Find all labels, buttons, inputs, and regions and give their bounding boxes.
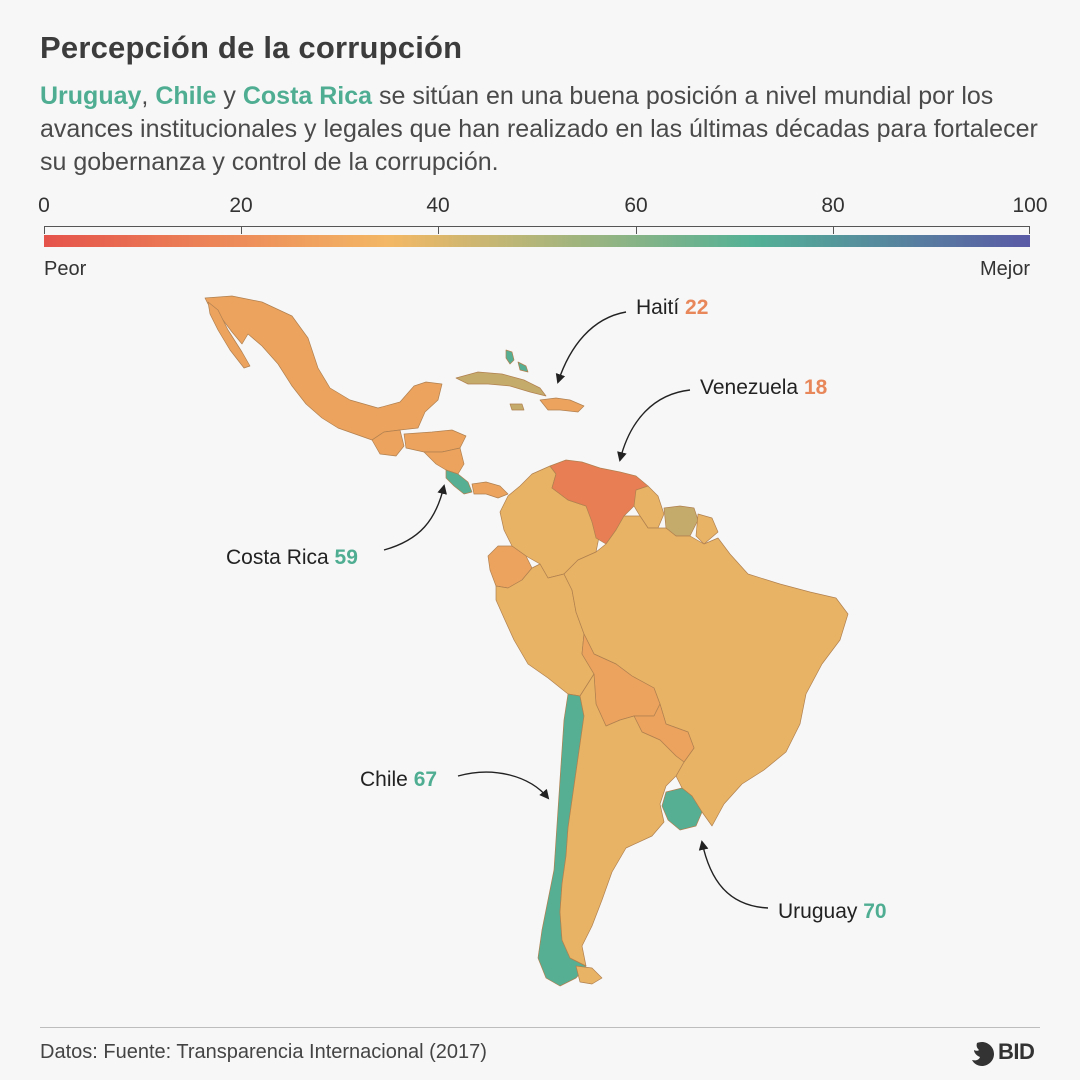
arrow-uruguay — [698, 840, 769, 909]
country-argentina — [559, 673, 685, 967]
subtitle-text: se sitúan en una buena posición a nivel … — [40, 82, 1038, 176]
chart-title: Percepción de la corrupción — [40, 30, 463, 65]
callout-country-name: Uruguay — [778, 900, 858, 923]
country-panama — [471, 481, 509, 499]
callout-country-name: Costa Rica — [226, 546, 329, 569]
country-mexico — [204, 295, 443, 441]
callout-country-name: Chile — [360, 768, 408, 791]
callout-value: 18 — [803, 376, 828, 399]
country-mexico-baja — [207, 301, 251, 369]
country-haiti — [539, 397, 585, 413]
bid-logo-text: BID — [998, 1039, 1035, 1064]
scale-tick-label: 40 — [426, 194, 450, 217]
scale-right-label: Mejor — [979, 258, 1030, 280]
scale-tick-label: 80 — [821, 194, 845, 217]
callout-value: 59 — [334, 546, 358, 569]
scale-tick-label: 0 — [38, 194, 50, 217]
country-bahamas — [517, 361, 529, 373]
country-argentina-tdf — [575, 965, 603, 985]
subtitle-highlight-chile: Chile — [155, 82, 217, 110]
bid-logo: BID — [968, 1038, 1043, 1068]
callout-country-name: Venezuela — [700, 376, 799, 399]
callout-value: 67 — [413, 768, 438, 791]
callout-value: 70 — [863, 900, 887, 923]
subtitle-highlight-uruguay: Uruguay — [40, 82, 142, 110]
arrow-haiti — [555, 311, 627, 384]
scale-tick-label: 60 — [624, 194, 648, 217]
callout-venezuela: Venezuela 18 — [700, 376, 827, 400]
scale-left-label: Peor — [44, 258, 87, 280]
scale-tick-mark — [44, 226, 45, 234]
country-nicaragua — [423, 447, 465, 475]
country-bahamas — [505, 349, 515, 365]
country-cuba — [455, 371, 547, 397]
country-jamaica — [509, 403, 525, 411]
scale-tick-label: 20 — [229, 194, 253, 217]
scale-tick-mark — [833, 226, 834, 234]
country-costa-rica — [445, 469, 473, 495]
scale-tick-label: 100 — [1012, 194, 1048, 217]
source-note: Datos: Fuente: Transparencia Internacion… — [40, 1041, 487, 1063]
arrow-chile — [457, 771, 550, 800]
subtitle-highlight-costa-rica: Costa Rica — [242, 82, 373, 110]
subtitle-separator: , — [141, 82, 156, 110]
arrow-venezuela — [617, 389, 691, 462]
country-uruguay — [661, 787, 703, 831]
callout-uruguay: Uruguay 70 — [778, 900, 887, 924]
country-guatemala — [371, 429, 405, 457]
scale-tick-mark — [636, 226, 637, 234]
scale-tick-mark — [438, 226, 439, 234]
footer-divider — [40, 1027, 1040, 1028]
callout-haiti: Haití 22 — [636, 296, 708, 320]
arrow-costa-rica — [383, 484, 447, 551]
scale-axis-line — [44, 226, 1030, 227]
callout-costa-rica: Costa Rica 59 — [226, 546, 358, 570]
subtitle-separator: y — [216, 82, 243, 110]
bid-logo-icon — [972, 1042, 994, 1066]
scale-gradient-bar — [44, 235, 1030, 247]
scale-tick-mark — [1029, 226, 1030, 234]
color-scale-legend: 0 20 40 60 80 100 Peor Mejor — [38, 194, 1047, 284]
chart-subtitle: Uruguay, Chile y Costa Rica se sitúan en… — [40, 80, 1040, 179]
callout-value: 22 — [685, 296, 709, 319]
country-french-guiana — [695, 513, 719, 545]
scale-tick-mark — [241, 226, 242, 234]
callout-chile: Chile 67 — [360, 768, 437, 792]
callout-country-name: Haití — [636, 296, 680, 319]
